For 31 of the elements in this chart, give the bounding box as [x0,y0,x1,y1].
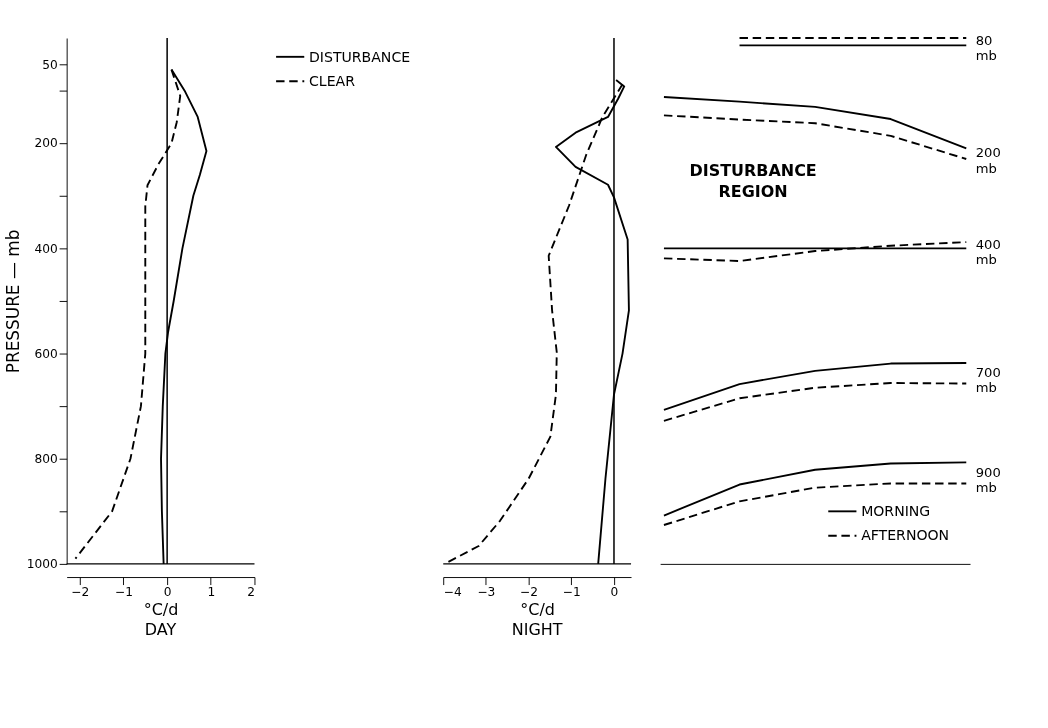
legend-label: MORNING [861,503,931,520]
y-tick-label: 600 [34,346,58,361]
text: 200 mb [975,145,1001,176]
legend-label: CLEAR [308,72,356,89]
x-tick-label: −2 [71,585,90,600]
x-axis-title: °C/d [143,600,179,620]
y-tick-label: 200 [34,136,58,151]
text: 900 mb [975,464,1001,495]
x-tick-label: 1 [207,585,216,600]
x-axis-title: °C/d [520,600,555,620]
y-axis-title: PRESSURE — mb [3,229,24,374]
legend-label: AFTERNOON [861,527,950,544]
legend-label: DISTURBANCE [308,48,411,65]
text: 400 mb [975,236,1001,268]
text: 700 mb [975,365,1001,396]
y-tick-label: 800 [34,451,58,466]
x-tick-label: −3 [477,585,496,600]
text: DAY [144,620,177,640]
y-tick-label: 1000 [26,557,58,572]
text: NIGHT [511,620,563,640]
x-tick-label: 0 [163,585,172,600]
x-tick-label: 2 [247,585,255,600]
x-tick-label: 0 [610,585,619,600]
y-tick-label: 50 [42,57,58,72]
y-tick-label: 400 [34,241,58,256]
text: 80 mb [975,33,997,64]
x-tick-label: −1 [562,585,581,600]
annotation: DISTURBANCE REGION [689,161,817,202]
x-tick-label: −2 [520,585,539,600]
x-tick-label: −1 [114,585,133,600]
x-tick-label: −4 [443,585,462,600]
